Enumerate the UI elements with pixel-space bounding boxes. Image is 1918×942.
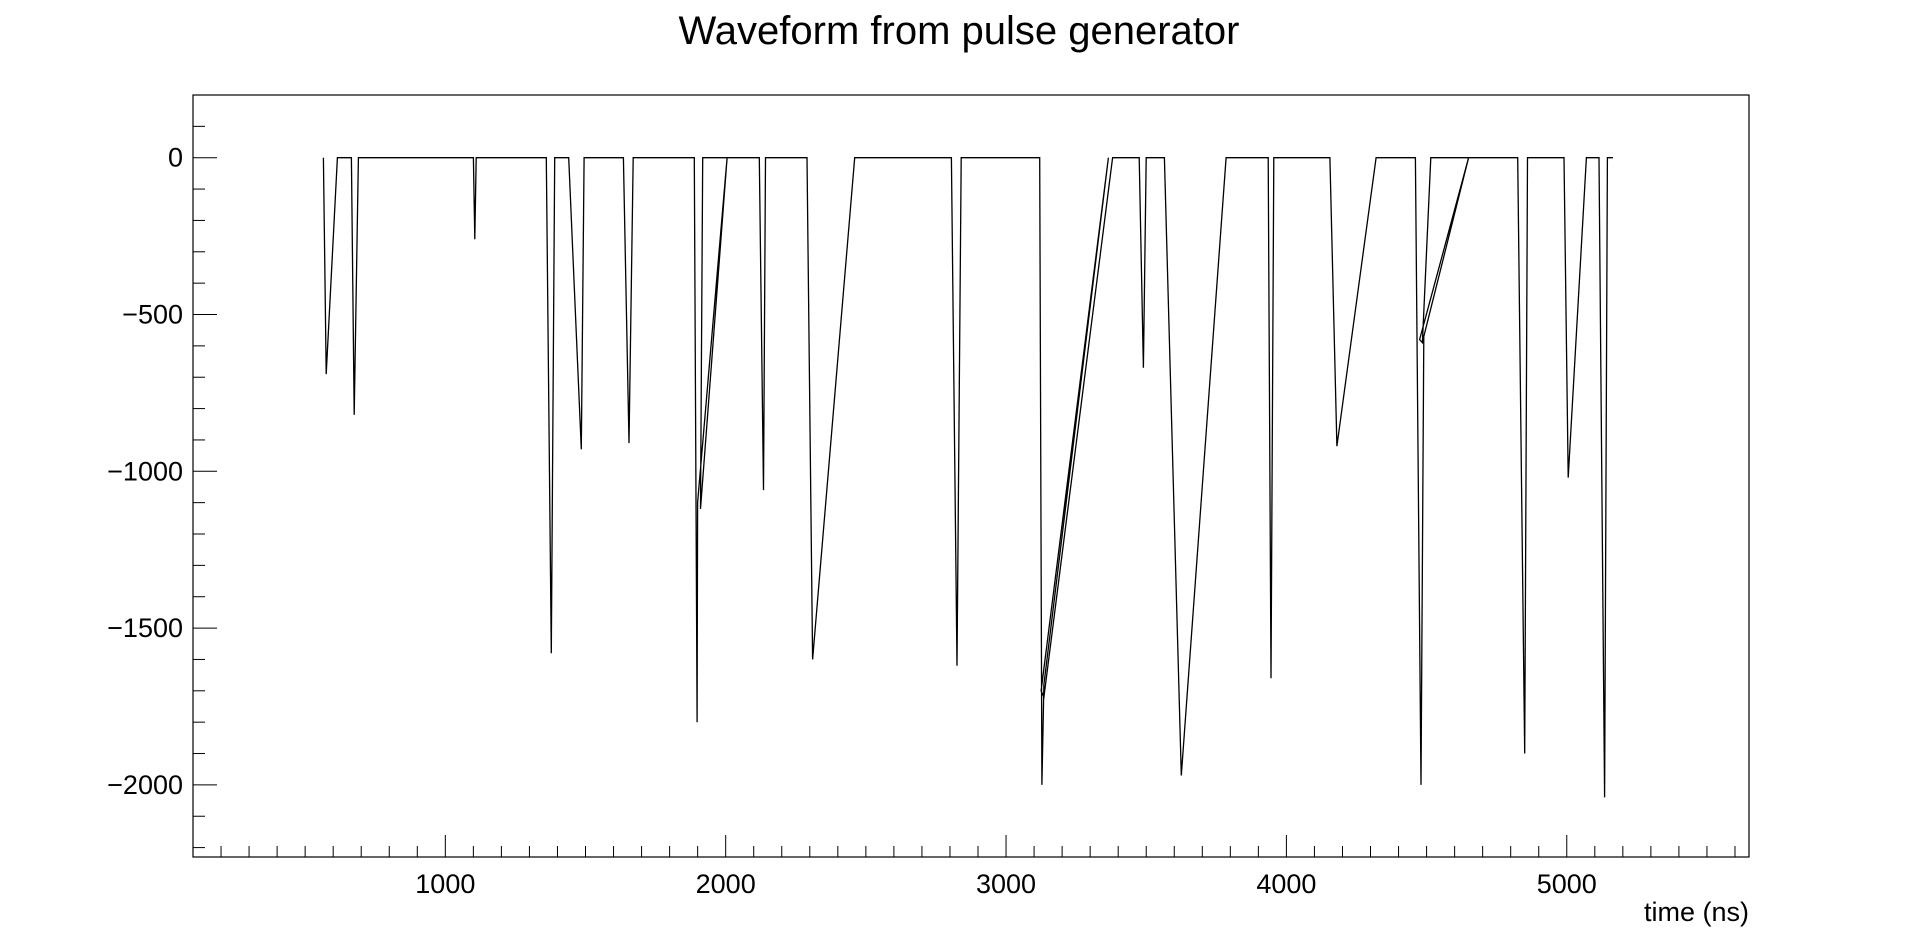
x-tick-label: 1000: [415, 869, 475, 899]
y-tick-label: −1000: [107, 456, 183, 486]
series-layer: [322, 157, 1613, 798]
plot-frame: [192, 94, 1750, 858]
y-axis-ticks: [193, 94, 217, 849]
y-tick-label: −2000: [107, 770, 183, 800]
x-axis-title: time (ns): [1644, 897, 1749, 927]
chart-title: Waveform from pulse generator: [679, 9, 1240, 53]
y-axis-tick-labels: 0 −500 −1000 −1500 −2000: [107, 143, 183, 800]
x-tick-label: 5000: [1537, 869, 1597, 899]
x-tick-label: 3000: [976, 869, 1036, 899]
plot-frame-group: [192, 94, 1750, 858]
x-axis-ticks: [220, 835, 1736, 857]
x-axis-tick-labels: 1000 2000 3000 4000 5000: [415, 869, 1597, 899]
y-tick-label: 0: [168, 143, 183, 173]
waveform-series-line: [322, 157, 1613, 798]
y-tick-label: −1500: [107, 613, 183, 643]
y-tick-label: −500: [122, 300, 183, 330]
x-tick-label: 4000: [1256, 869, 1316, 899]
x-tick-label: 2000: [696, 869, 756, 899]
